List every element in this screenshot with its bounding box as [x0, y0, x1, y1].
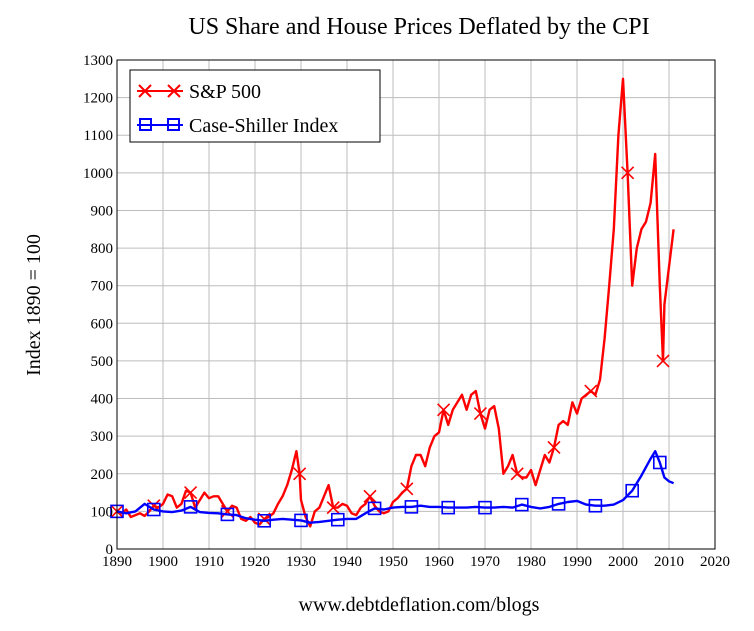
- y-tick-label: 1000: [83, 166, 113, 182]
- data-point-s-p-500: [656, 354, 670, 368]
- data-point-s-p-500: [326, 501, 340, 515]
- data-point-case-shiller-index: [588, 498, 603, 513]
- series-line-s-p-500: [116, 77, 675, 528]
- x-tick-label: 1950: [378, 554, 408, 570]
- data-point-s-p-500: [473, 407, 487, 421]
- x-tick-label: 2000: [608, 554, 638, 570]
- data-point-case-shiller-index: [441, 500, 456, 515]
- data-point-case-shiller-index: [257, 513, 272, 528]
- x-tick-label: 2020: [700, 554, 730, 570]
- data-point-case-shiller-index: [652, 455, 667, 470]
- y-tick-label: 600: [91, 316, 114, 332]
- legend-label-sp500: S&P 500: [189, 81, 261, 103]
- y-tick-label: 0: [106, 542, 114, 558]
- y-tick-label: 100: [91, 504, 114, 520]
- data-point-case-shiller-index: [367, 501, 382, 516]
- legend: S&P 500 Case-Shiller Index: [129, 69, 381, 143]
- x-tick-label: 1980: [516, 554, 546, 570]
- x-tick-label: 1910: [194, 554, 224, 570]
- y-tick-label: 1200: [83, 91, 113, 107]
- y-tick-label: 300: [91, 429, 114, 445]
- y-axis: 0 100 200 300 400 500 600 700 800 900 1000 1100 1200…: [83, 53, 113, 558]
- data-point-case-shiller-index: [330, 512, 345, 527]
- data-point-case-shiller-index: [220, 507, 235, 522]
- data-point-s-p-500: [293, 467, 307, 481]
- legend-label-case-shiller: Case-Shiller Index: [189, 115, 338, 137]
- data-point-s-p-500: [621, 166, 635, 180]
- chart-title: US Share and House Prices Deflated by th…: [188, 14, 649, 40]
- x-tick-label: 1940: [332, 554, 362, 570]
- data-point-s-p-500: [510, 467, 524, 481]
- data-point-case-shiller-index: [478, 500, 492, 515]
- y-tick-label: 1100: [84, 128, 113, 144]
- y-tick-label: 200: [91, 467, 114, 483]
- x-tick-label: 1920: [240, 554, 270, 570]
- series-s-p-500: [110, 77, 675, 528]
- data-point-s-p-500: [363, 489, 377, 503]
- grid: [117, 60, 715, 549]
- y-tick-label: 700: [91, 279, 114, 295]
- y-tick-label: 400: [91, 392, 114, 408]
- series-layer: [110, 77, 675, 528]
- legend-marker-case-shiller: [139, 118, 180, 131]
- data-point-case-shiller-index: [294, 513, 308, 528]
- x-tick-label: 1890: [102, 554, 132, 570]
- x-tick-label: 2010: [654, 554, 684, 570]
- data-point-case-shiller-index: [625, 483, 640, 498]
- x-tick-label: 1990: [562, 554, 592, 570]
- y-tick-label: 900: [91, 203, 114, 219]
- series-case-shiller-index: [110, 450, 675, 528]
- data-point-case-shiller-index: [404, 500, 419, 514]
- y-tick-label: 800: [91, 241, 114, 257]
- x-tick-label: 1960: [424, 554, 454, 570]
- plot-frame: [116, 59, 716, 550]
- y-tick-label: 1300: [83, 53, 113, 69]
- x-tick-label: 1930: [286, 554, 316, 570]
- data-point-s-p-500: [547, 440, 561, 455]
- data-point-case-shiller-index: [147, 502, 161, 517]
- legend-marker-sp500: [138, 84, 181, 98]
- x-axis: 1890 1900 1910 1920 1930 1940 1950 1960 1970 1980…: [102, 554, 730, 570]
- data-point-s-p-500: [184, 486, 198, 500]
- y-axis-label: Index 1890 = 100: [23, 234, 45, 376]
- data-point-case-shiller-index: [183, 500, 198, 514]
- x-tick-label: 1970: [470, 554, 500, 570]
- data-point-case-shiller-index: [551, 497, 566, 511]
- data-point-case-shiller-index: [514, 497, 529, 512]
- x-tick-label: 1900: [148, 554, 178, 570]
- data-point-s-p-500: [437, 403, 451, 417]
- y-tick-label: 500: [91, 354, 114, 370]
- series-line-case-shiller-index: [116, 450, 675, 524]
- footer-url: www.debtdeflation.com/blogs: [299, 594, 540, 616]
- data-point-s-p-500: [584, 384, 598, 398]
- data-point-s-p-500: [400, 482, 414, 496]
